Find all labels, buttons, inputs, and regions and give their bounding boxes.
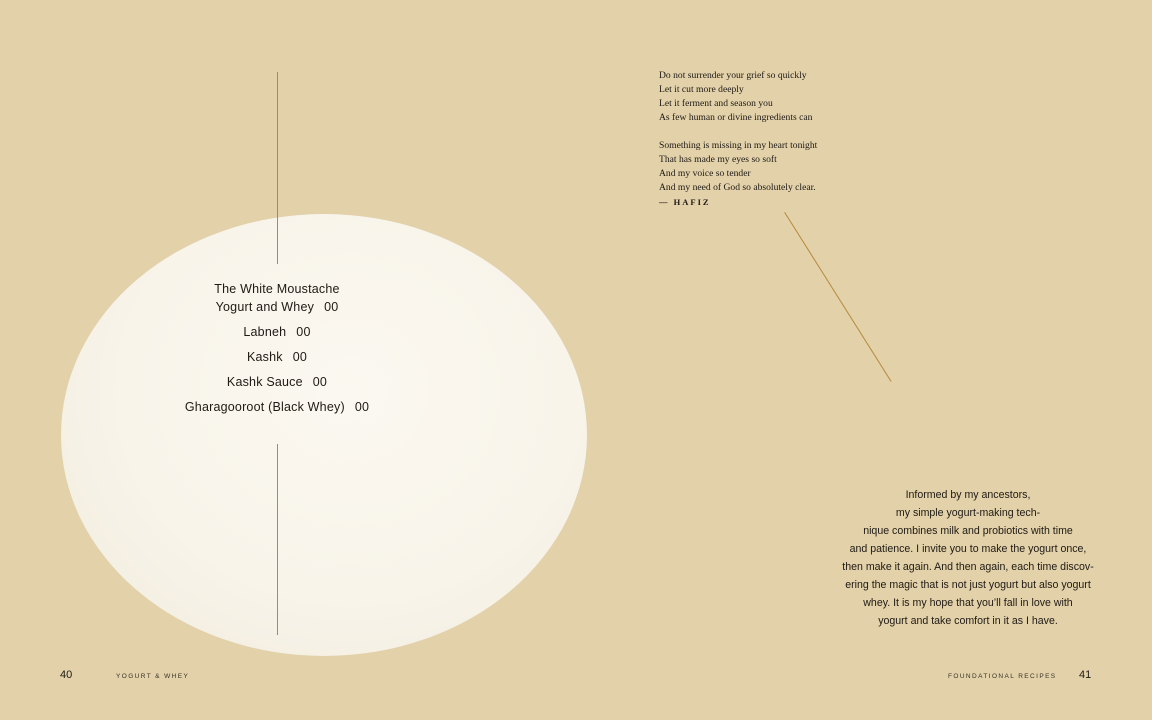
gold-rule-top — [277, 72, 278, 264]
hafiz-poem: Do not surrender your grief so quickly L… — [659, 69, 879, 209]
poem-stanza-1: Do not surrender your grief so quickly L… — [659, 69, 879, 125]
yogurt-bowl-image — [61, 214, 587, 656]
toc-item-page: 00 — [296, 325, 311, 339]
poem-line: As few human or divine ingredients can — [659, 112, 813, 123]
poem-line: And my need of God so absolutely clear. — [659, 182, 816, 193]
toc-item-page: 00 — [324, 300, 339, 314]
intro-paragraph: Informed by my ancestors, my simple yogu… — [828, 486, 1108, 630]
toc-item-kashk[interactable]: Kashk 00 — [160, 348, 394, 366]
poem-line: Let it ferment and season you — [659, 98, 773, 109]
toc-item-title: Kashk Sauce — [226, 375, 303, 389]
gold-diagonal-rule — [784, 212, 892, 382]
right-page-number: 41 — [1079, 669, 1092, 681]
intro-line: my simple yogurt-making tech- — [895, 507, 1041, 519]
toc-item-title: Gharagooroot (Black Whey) — [184, 400, 345, 414]
toc-item-page: 00 — [292, 350, 308, 364]
intro-line: nique combines milk and probiotics with … — [863, 525, 1073, 537]
intro-line: Informed by my ancestors, — [905, 489, 1031, 501]
toc-item-title-line1: The White Moustache — [214, 282, 340, 296]
poem-line: Let it cut more deeply — [659, 84, 744, 95]
intro-line: yogurt and take comfort in it as I have. — [878, 615, 1058, 627]
toc-item-labneh[interactable]: Labneh 00 — [160, 323, 394, 341]
gold-rule-bottom — [277, 444, 278, 635]
toc-item-title: Kashk — [246, 350, 283, 364]
recipe-contents-list: The White Moustache Yogurt and Whey 00 La… — [160, 280, 394, 416]
toc-item-title: Labneh — [243, 325, 287, 339]
toc-item-gharagooroot[interactable]: Gharagooroot (Black Whey) 00 — [160, 398, 394, 416]
intro-line: ering the magic that is not just yogurt … — [845, 579, 1091, 591]
toc-item-title-line2: Yogurt and Whey — [215, 300, 315, 314]
poem-attribution: — HAFIZ — [659, 197, 711, 207]
right-running-head: Foundational Recipes — [948, 673, 1057, 680]
poem-line: Something is missing in my heart tonight — [659, 140, 818, 151]
poem-line: That has made my eyes so soft — [659, 154, 777, 165]
toc-item-page: 00 — [354, 400, 370, 414]
toc-item-yogurt-and-whey[interactable]: The White Moustache Yogurt and Whey 00 — [160, 280, 394, 316]
intro-line: whey. It is my hope that you’ll fall in … — [863, 597, 1073, 609]
left-page-number: 40 — [60, 669, 73, 681]
poem-line: And my voice so tender — [659, 168, 751, 179]
toc-item-page: 00 — [312, 375, 328, 389]
poem-stanza-2: Something is missing in my heart tonight… — [659, 139, 879, 209]
poem-line: Do not surrender your grief so quickly — [659, 70, 807, 81]
toc-item-kashk-sauce[interactable]: Kashk Sauce 00 — [160, 373, 394, 391]
intro-line: then make it again. And then again, each… — [842, 561, 1094, 573]
intro-line: and patience. I invite you to make the y… — [849, 543, 1087, 555]
left-running-head: Yogurt & Whey — [116, 673, 190, 680]
